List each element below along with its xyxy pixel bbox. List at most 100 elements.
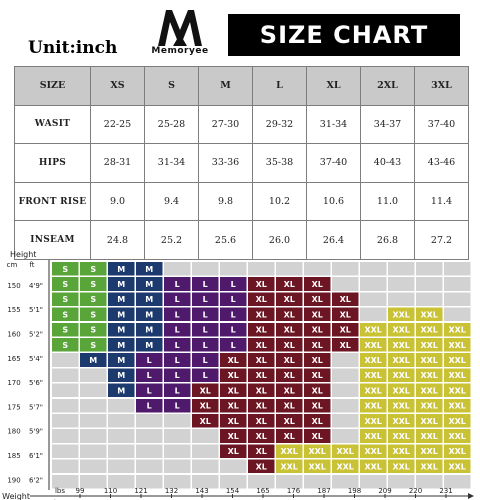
size-cell-label: XXL (448, 432, 465, 441)
size-cell-label: L (231, 310, 236, 319)
empty-cell (444, 474, 471, 489)
size-cell-label: S (90, 280, 96, 289)
size-cell-label: M (145, 310, 153, 319)
size-cell-l (192, 307, 219, 322)
size-cell-xxl (276, 444, 303, 458)
size-cell-xxl (416, 338, 443, 352)
size-cell-xl (220, 414, 247, 428)
size-cell-xxl (304, 444, 331, 458)
size-cell-label: XXL (448, 417, 465, 426)
size-cell-xl (276, 383, 303, 398)
size-cell-label: XXL (308, 462, 325, 471)
size-cell-label: L (175, 341, 180, 350)
empty-cell (164, 414, 191, 428)
height-ft-tick: 4'9" (29, 282, 43, 290)
size-cell-label: L (203, 341, 208, 350)
size-cell-l (192, 277, 219, 291)
size-cell-xl (332, 322, 359, 337)
size-cell-label: XXL (364, 402, 381, 411)
height-cm-tick: 155 (7, 306, 20, 314)
size-cell-label: XL (228, 356, 239, 365)
size-cell-label: XL (284, 280, 295, 289)
size-cell-label: XL (312, 432, 323, 441)
size-cell-label: XL (256, 386, 267, 395)
weight-lbs-tick: 220 (409, 487, 422, 495)
size-cell-label: XL (256, 371, 267, 380)
size-cell-xl (220, 383, 247, 398)
empty-cell (108, 414, 135, 428)
measurement-cell: 37-40 (414, 104, 469, 145)
measurement-cell: 28-31 (90, 143, 145, 183)
size-cell-label: XXL (364, 447, 381, 456)
size-cell-label: S (90, 265, 96, 274)
size-cell-l (220, 338, 247, 352)
size-cell-label: XL (284, 371, 295, 380)
size-cell-label: L (147, 371, 152, 380)
size-cell-l (136, 353, 163, 367)
size-cell-label: XXL (392, 447, 409, 456)
size-cell-xxl (444, 444, 471, 458)
size-cell-xxl (444, 368, 471, 382)
size-cell-label: XXL (448, 462, 465, 471)
size-cell-xxl (416, 459, 443, 474)
size-cell-label: XL (256, 326, 267, 335)
size-cell-l (164, 338, 191, 352)
size-cell-xl (304, 322, 331, 337)
size-cell-label: XXL (392, 341, 409, 350)
size-header-cell: S (144, 66, 199, 106)
size-header-label: SIZE (14, 66, 91, 106)
size-cell-label: M (89, 356, 97, 365)
size-cell-xl (220, 444, 247, 458)
size-cell-s (80, 277, 107, 291)
size-cell-l (220, 322, 247, 337)
size-cell-label: M (145, 295, 153, 304)
size-cell-label: XL (256, 447, 267, 456)
size-cell-l (136, 383, 163, 398)
size-cell-label: M (117, 386, 125, 395)
size-cell-l (136, 368, 163, 382)
size-cell-label: S (62, 326, 68, 335)
size-cell-label: XL (340, 295, 351, 304)
weight-lbs-tick: 231 (439, 487, 452, 495)
size-cell-l (220, 307, 247, 322)
measurement-cell: 26.4 (306, 220, 361, 260)
size-cell-label: XXL (448, 447, 465, 456)
size-cell-l (164, 277, 191, 291)
size-cell-xl (248, 398, 275, 413)
size-cell-s (80, 322, 107, 337)
size-header-cell: XL (306, 66, 361, 106)
table-row: FRONT RISE 9.0 9.4 9.8 10.2 10.6 11.0 11.4 (14, 181, 469, 222)
size-cell-label: XXL (336, 462, 353, 471)
size-cell-m (108, 353, 135, 367)
size-cell-xl (304, 383, 331, 398)
brand-name: Memoryee (151, 46, 209, 56)
empty-cell (108, 459, 135, 474)
size-cell-s (80, 292, 107, 306)
size-cell-label: L (203, 310, 208, 319)
empty-cell (332, 429, 359, 443)
size-cell-xl (276, 322, 303, 337)
size-cell-label: M (117, 310, 125, 319)
size-cell-label: M (117, 326, 125, 335)
size-cell-label: XXL (420, 417, 437, 426)
size-cell-label: XL (284, 326, 295, 335)
size-cell-label: XXL (448, 371, 465, 380)
size-cell-label: XL (312, 341, 323, 350)
measurement-cell: 25.6 (198, 220, 253, 260)
size-cell-label: XL (312, 280, 323, 289)
size-cell-xxl (388, 444, 415, 458)
size-cell-xl (248, 383, 275, 398)
size-cell-label: XXL (448, 402, 465, 411)
size-cell-xl (192, 398, 219, 413)
measurement-cell: 40-43 (360, 143, 415, 183)
empty-cell (192, 429, 219, 443)
size-cell-label: XXL (392, 356, 409, 365)
size-cell-xxl (416, 322, 443, 337)
size-cell-label: S (90, 310, 96, 319)
m-logo-icon (158, 10, 202, 46)
size-cell-label: XL (284, 356, 295, 365)
empty-cell (192, 444, 219, 458)
size-cell-label: XL (312, 417, 323, 426)
size-cell-xl (248, 429, 275, 443)
size-cell-label: XXL (448, 341, 465, 350)
